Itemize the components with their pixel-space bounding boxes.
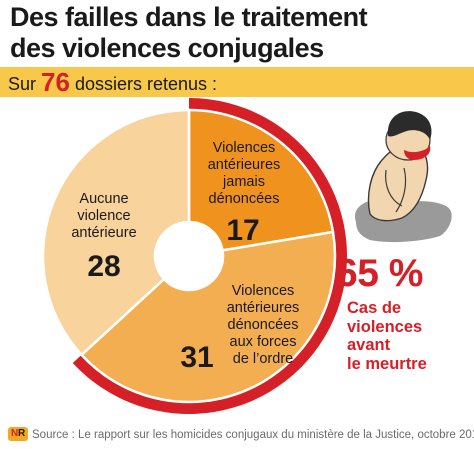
subtitle-suffix: dossiers retenus : <box>69 74 218 94</box>
highlight-label-line-3: avant <box>347 336 391 354</box>
highlight-label-line-2: violences <box>347 317 423 336</box>
subtitle-prefix: Sur <box>8 74 42 94</box>
source-text: Source : Le rapport sur les homicides co… <box>32 429 474 441</box>
highlight-label-line-4: le meurtre <box>347 354 427 373</box>
subtitle-number: 76 <box>41 67 70 97</box>
highlight-label: Cas de violences avant le meurtre <box>347 299 467 373</box>
title-line-2: des violences conjugales <box>10 33 324 63</box>
highlight-label-line-1: Cas de <box>347 299 402 317</box>
highlight-ring <box>72 98 347 415</box>
chart-title: Des failles dans le traitement des viole… <box>10 2 470 64</box>
slice-value-1: 17 <box>226 214 259 247</box>
slice-value-3: 28 <box>87 250 120 283</box>
subtitle-text: Sur 76 dossiers retenus : <box>8 67 217 97</box>
pie-slice-1 <box>187 108 335 252</box>
pie-slice-2 <box>79 230 337 404</box>
slice-value-2: 31 <box>180 341 213 374</box>
source-footer: N R Source : Le rapport sur les homicides … <box>8 427 474 443</box>
pie-slice-3 <box>41 108 191 357</box>
subtitle-band: Sur 76 dossiers retenus : <box>0 67 474 97</box>
slice-label-1: Violences antérieures jamais dénoncées <box>208 140 281 207</box>
title-line-1: Des failles dans le traitement <box>10 2 368 32</box>
slice-label-3: Aucune violence antérieure <box>71 191 136 241</box>
highlight-percentage: 65 % <box>336 252 423 295</box>
crouching-figure-illustration <box>354 111 452 243</box>
slice-label-2: Violences antérieures dénoncées aux forces d… <box>227 283 300 367</box>
